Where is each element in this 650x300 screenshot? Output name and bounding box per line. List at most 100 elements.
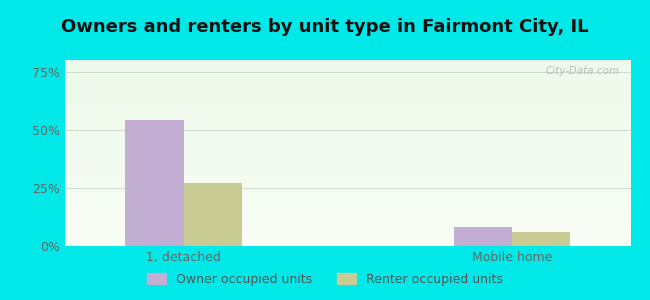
Bar bbox=[65, 76, 630, 77]
Bar bbox=[65, 238, 630, 239]
Bar bbox=[65, 232, 630, 233]
Bar bbox=[65, 86, 630, 87]
Bar bbox=[65, 132, 630, 133]
Bar bbox=[65, 240, 630, 241]
Bar bbox=[65, 224, 630, 225]
Bar bbox=[65, 238, 630, 239]
Bar bbox=[65, 206, 630, 207]
Bar bbox=[65, 219, 630, 220]
Bar bbox=[65, 221, 630, 222]
Bar bbox=[65, 195, 630, 196]
Bar bbox=[65, 141, 630, 142]
Bar bbox=[65, 64, 630, 66]
Bar bbox=[65, 211, 630, 212]
Bar bbox=[65, 140, 630, 141]
Bar bbox=[65, 91, 630, 92]
Bar bbox=[65, 149, 630, 150]
Bar bbox=[65, 244, 630, 245]
Bar bbox=[65, 120, 630, 122]
Bar bbox=[65, 94, 630, 95]
Bar bbox=[65, 165, 630, 166]
Bar bbox=[65, 104, 630, 105]
Bar bbox=[65, 129, 630, 130]
Bar bbox=[65, 163, 630, 164]
Bar bbox=[65, 170, 630, 171]
Bar bbox=[65, 156, 630, 157]
Bar bbox=[65, 162, 630, 163]
Bar bbox=[65, 133, 630, 134]
Bar bbox=[65, 176, 630, 177]
Bar bbox=[65, 83, 630, 84]
Bar bbox=[65, 148, 630, 149]
Bar bbox=[65, 159, 630, 160]
Bar bbox=[65, 187, 630, 188]
Bar bbox=[65, 90, 630, 91]
Bar bbox=[65, 168, 630, 169]
Bar bbox=[65, 61, 630, 62]
Bar bbox=[65, 68, 630, 69]
Bar bbox=[65, 196, 630, 197]
Bar bbox=[65, 111, 630, 112]
Bar bbox=[65, 231, 630, 232]
Bar bbox=[65, 81, 630, 82]
Legend: Owner occupied units, Renter occupied units: Owner occupied units, Renter occupied un… bbox=[142, 268, 508, 291]
Bar bbox=[65, 216, 630, 217]
Bar bbox=[65, 80, 630, 81]
Bar bbox=[65, 135, 630, 136]
Bar bbox=[65, 191, 630, 192]
Bar bbox=[65, 174, 630, 175]
Bar bbox=[65, 241, 630, 242]
Bar bbox=[65, 147, 630, 148]
Bar bbox=[65, 102, 630, 103]
Bar bbox=[65, 114, 630, 115]
Bar bbox=[65, 145, 630, 146]
Bar bbox=[65, 69, 630, 70]
Bar bbox=[65, 218, 630, 219]
Bar bbox=[65, 67, 630, 68]
Bar bbox=[65, 138, 630, 139]
Bar bbox=[65, 222, 630, 223]
Text: City-Data.com: City-Data.com bbox=[545, 66, 619, 76]
Bar bbox=[65, 185, 630, 187]
Bar bbox=[65, 217, 630, 218]
Bar bbox=[65, 153, 630, 154]
Bar bbox=[65, 96, 630, 97]
Bar bbox=[65, 97, 630, 98]
Bar bbox=[65, 177, 630, 178]
Bar bbox=[65, 160, 630, 161]
Bar bbox=[65, 77, 630, 78]
Bar bbox=[65, 113, 630, 114]
Bar bbox=[65, 212, 630, 214]
Bar bbox=[65, 181, 630, 182]
Bar bbox=[65, 167, 630, 168]
Bar bbox=[65, 118, 630, 119]
Bar bbox=[65, 75, 630, 76]
Bar bbox=[65, 245, 630, 246]
Bar bbox=[65, 144, 630, 145]
Bar bbox=[65, 202, 630, 203]
Bar bbox=[65, 204, 630, 205]
Bar bbox=[65, 101, 630, 102]
Bar bbox=[65, 142, 630, 143]
Bar bbox=[65, 242, 630, 243]
Text: Owners and renters by unit type in Fairmont City, IL: Owners and renters by unit type in Fairm… bbox=[61, 18, 589, 36]
Bar bbox=[65, 108, 630, 109]
Bar bbox=[65, 158, 630, 159]
Bar bbox=[65, 122, 630, 123]
Bar bbox=[65, 150, 630, 151]
Bar bbox=[65, 223, 630, 224]
Bar bbox=[65, 118, 630, 119]
Bar bbox=[65, 194, 630, 195]
Bar bbox=[65, 146, 630, 147]
Bar bbox=[65, 180, 630, 181]
Bar bbox=[65, 155, 630, 156]
Bar bbox=[65, 105, 630, 106]
Bar bbox=[65, 119, 630, 120]
Bar bbox=[65, 182, 630, 183]
Bar bbox=[65, 243, 630, 244]
Bar bbox=[65, 63, 630, 64]
Bar bbox=[65, 193, 630, 194]
Bar bbox=[65, 73, 630, 74]
Bar bbox=[65, 228, 630, 229]
Bar bbox=[65, 152, 630, 153]
